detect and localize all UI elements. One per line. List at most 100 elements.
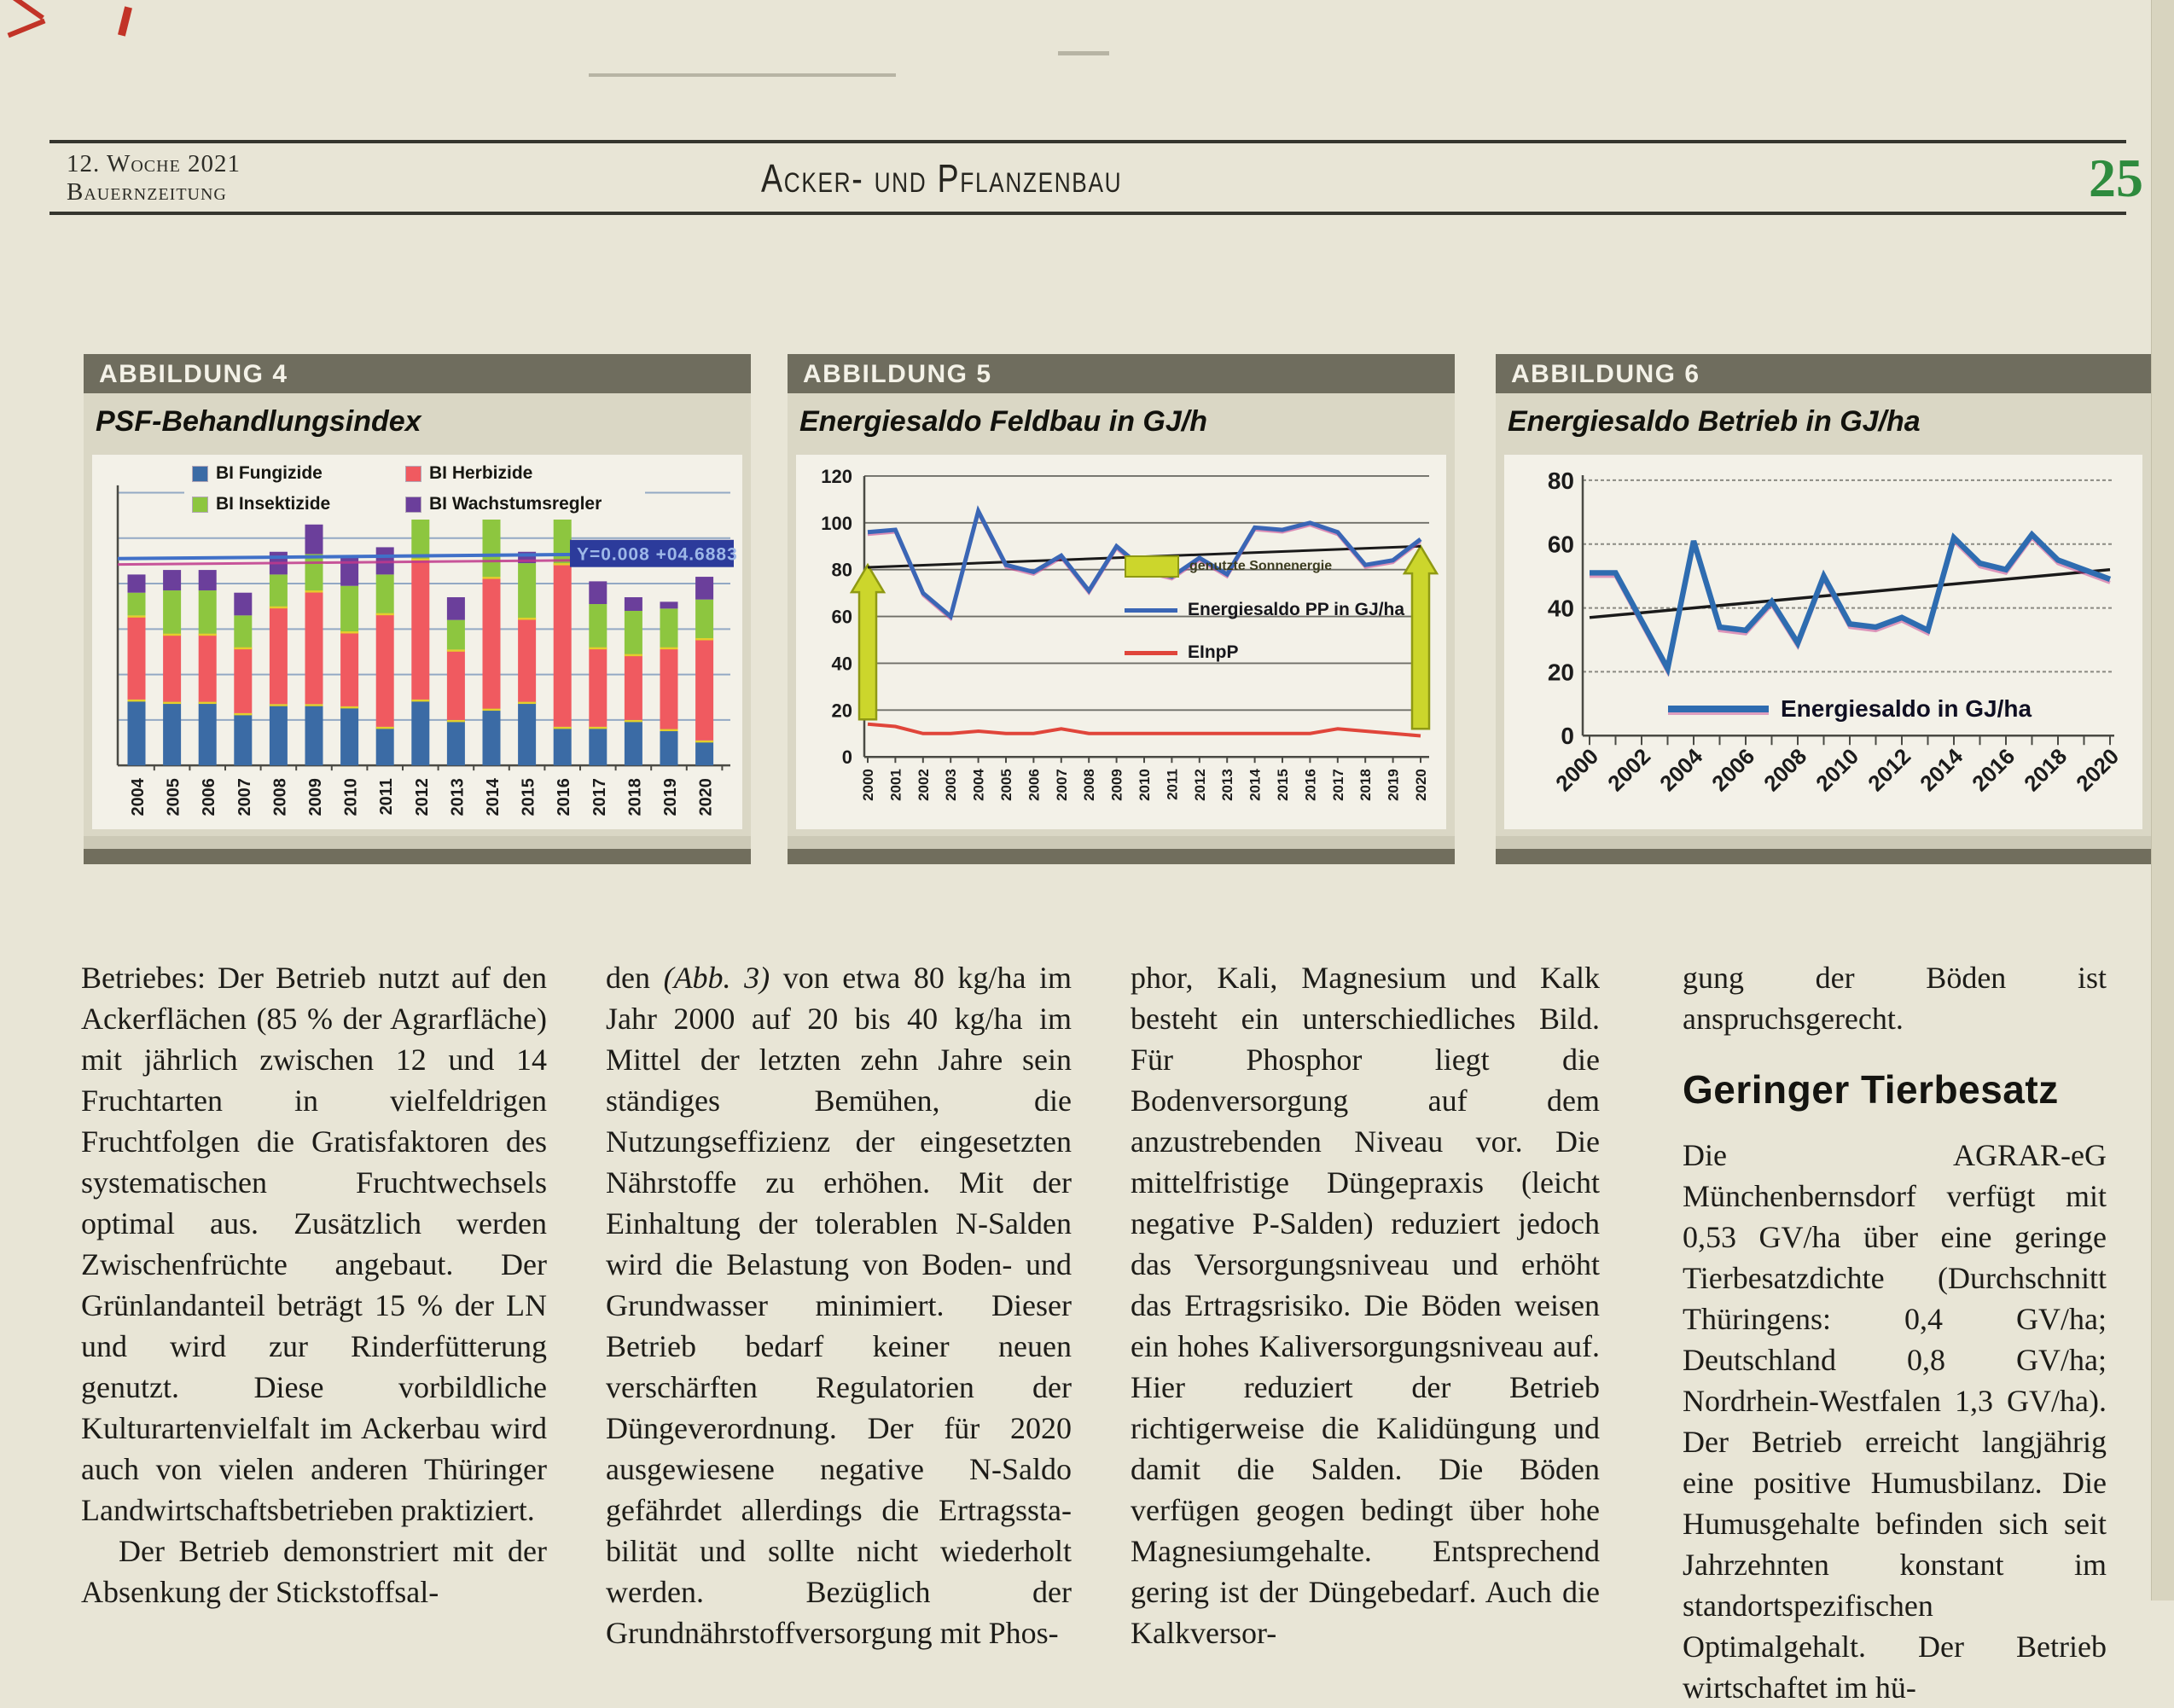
paragraph: den (Abb. 3) von etwa 80 kg/ha im Jahr 2… xyxy=(606,957,1072,1653)
legend-swatch-insektizide xyxy=(192,496,208,513)
svg-text:2008: 2008 xyxy=(1758,743,1811,796)
legend-label: Energiesaldo in GJ/ha xyxy=(1781,695,2032,722)
header-rule-bottom xyxy=(49,212,2126,215)
legend-item: BI Insektizide xyxy=(192,494,406,514)
svg-text:2009: 2009 xyxy=(1109,769,1125,801)
svg-text:2018: 2018 xyxy=(625,778,644,816)
figure-footer-strip xyxy=(84,836,751,849)
subheading: Geringer Tierbesatz xyxy=(1683,1067,2059,1112)
svg-text:2016: 2016 xyxy=(555,778,573,816)
paragraph: gung der Böden ist anspruchsgerecht. xyxy=(1683,961,2107,1036)
svg-text:2017: 2017 xyxy=(1330,769,1346,801)
red-registration-mark xyxy=(118,6,132,37)
svg-text:2016: 2016 xyxy=(1967,743,2020,796)
legend-item: BI Herbizide xyxy=(405,463,637,484)
svg-text:2013: 2013 xyxy=(448,778,467,816)
svg-text:20: 20 xyxy=(832,700,852,721)
svg-text:60: 60 xyxy=(832,607,852,628)
svg-text:2016: 2016 xyxy=(1302,769,1318,801)
legend-item: Energiesaldo PP in GJ/ha xyxy=(1125,600,1404,620)
svg-text:120: 120 xyxy=(821,466,852,487)
figure-abbildung-6: ABBILDUNG 6 Energiesaldo Betrieb in GJ/h… xyxy=(1496,354,2151,864)
svg-text:2015: 2015 xyxy=(520,778,538,816)
section-title: Acker- und Pflanzenbau xyxy=(761,156,1123,200)
legend-label: EInpP xyxy=(1188,642,1239,662)
svg-text:0: 0 xyxy=(842,747,852,768)
paragraph: Die AGRAR-eG Münchenbernsdorf verfügt mi… xyxy=(1683,1138,2107,1705)
legend-line-energiesaldo xyxy=(1668,706,1769,712)
energiesaldo-feldbau-chart: 0 20 40 60 80 100 120 2000 2001 2002 2003 2004 2005 2… xyxy=(796,455,1446,829)
svg-text:0: 0 xyxy=(1561,723,1574,749)
line-chart-svg: 0204060802000200220042006200820102012201… xyxy=(1548,468,2124,796)
svg-text:2000: 2000 xyxy=(1550,743,1603,796)
page-edge xyxy=(2151,0,2174,1601)
issue-week: 12. Woche 2021 xyxy=(67,150,241,177)
figure-footer-strip-dark xyxy=(1496,849,2151,864)
svg-text:2002: 2002 xyxy=(916,769,932,801)
line-chart-svg: 0 20 40 60 80 100 120 2000 2001 2002 2003 2004 2005 2… xyxy=(821,466,1439,801)
svg-text:2005: 2005 xyxy=(165,778,183,816)
svg-text:2019: 2019 xyxy=(1386,769,1402,801)
svg-text:2004: 2004 xyxy=(129,778,148,816)
legend-swatch-herbizide xyxy=(405,465,421,482)
legend-swatch-fungizide xyxy=(192,465,208,482)
legend-swatch-wachstumsregler xyxy=(405,496,421,513)
text-run: den xyxy=(606,961,664,995)
svg-text:2020: 2020 xyxy=(2071,743,2124,796)
psf-behandlungsindex-chart: 2004 2005 2006 2007 2008 2009 2010 2011 2012 2013… xyxy=(92,455,742,829)
svg-text:2006: 2006 xyxy=(200,778,218,816)
svg-text:2012: 2012 xyxy=(1192,769,1208,801)
figure-reference: (Abb. 3) xyxy=(663,961,770,995)
svg-text:100: 100 xyxy=(821,513,852,534)
figure-footer-strip-dark xyxy=(84,849,751,864)
page-number: 25 xyxy=(2089,148,2143,208)
text-column-1: Betriebes: Der Betrieb nutzt auf den Ack… xyxy=(81,957,547,1612)
legend-item: genutzte Sonnenergie xyxy=(1125,555,1404,578)
svg-text:80: 80 xyxy=(1548,468,1574,494)
figure-tag: ABBILDUNG 6 xyxy=(1496,354,2151,393)
text-column-3: phor, Kali, Magnesium und Kalk besteht e… xyxy=(1131,957,1600,1653)
chart-legend: BI Fungizide BI Herbizide BI Insektizide… xyxy=(184,456,645,520)
issue-block: 12. Woche 2021 Bauernzeitung xyxy=(67,150,241,206)
svg-text:2006: 2006 xyxy=(1706,743,1759,796)
svg-text:2010: 2010 xyxy=(1136,769,1153,801)
legend-label: BI Herbizide xyxy=(429,463,533,483)
figure-tag: ABBILDUNG 4 xyxy=(84,354,751,393)
svg-text:2002: 2002 xyxy=(1602,743,1655,796)
svg-text:2001: 2001 xyxy=(887,769,904,801)
paper-name: Bauernzeitung xyxy=(67,178,227,206)
svg-text:2010: 2010 xyxy=(1811,743,1863,796)
paragraph: Betriebes: Der Betrieb nutzt auf den Ack… xyxy=(81,961,547,1527)
chart-legend: Energiesaldo in GJ/ha xyxy=(1668,695,2032,723)
svg-text:2018: 2018 xyxy=(1357,769,1374,801)
svg-text:2017: 2017 xyxy=(590,778,609,816)
red-registration-mark xyxy=(12,0,44,20)
svg-text:2019: 2019 xyxy=(661,778,680,816)
legend-swatch-sonnenenergie xyxy=(1125,555,1179,578)
legend-label: BI Wachstumsregler xyxy=(429,494,602,514)
legend-line-einpp xyxy=(1125,650,1177,655)
legend-line-energiesaldo xyxy=(1125,607,1177,613)
legend-item: EInpP xyxy=(1125,642,1404,663)
svg-text:2014: 2014 xyxy=(1915,743,1968,796)
svg-text:2014: 2014 xyxy=(484,778,503,816)
paragraph: phor, Kali, Magnesium und Kalk besteht e… xyxy=(1131,961,1600,1650)
svg-text:2008: 2008 xyxy=(270,778,289,816)
svg-text:2008: 2008 xyxy=(1081,769,1097,801)
text-column-2: den (Abb. 3) von etwa 80 kg/ha im Jahr 2… xyxy=(606,957,1072,1653)
svg-text:2012: 2012 xyxy=(1863,743,1915,796)
figure-abbildung-4: ABBILDUNG 4 PSF-Behandlungsindex 2004 200… xyxy=(84,354,751,864)
svg-text:2004: 2004 xyxy=(1654,743,1708,796)
svg-text:20: 20 xyxy=(1548,659,1574,685)
legend-item: BI Fungizide xyxy=(192,463,406,484)
legend-label: BI Fungizide xyxy=(216,463,323,483)
figure-footer-strip-dark xyxy=(788,849,1455,864)
figure-footer-strip xyxy=(1496,836,2151,849)
svg-text:2020: 2020 xyxy=(697,778,716,816)
svg-text:2010: 2010 xyxy=(342,778,361,816)
figure-title: Energiesaldo Feldbau in GJ/h xyxy=(799,405,1207,438)
svg-text:2020: 2020 xyxy=(1413,769,1429,801)
svg-text:80: 80 xyxy=(832,560,852,581)
svg-text:2003: 2003 xyxy=(943,769,959,801)
svg-text:40: 40 xyxy=(1548,595,1574,622)
